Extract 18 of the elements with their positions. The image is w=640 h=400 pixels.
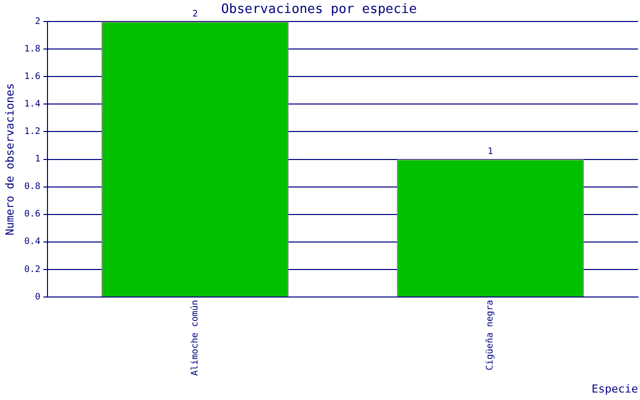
y-tick-label: 0.6 [24,210,40,220]
y-tick-label: 1.8 [24,44,40,54]
y-tick-label: 1.2 [24,127,40,138]
y-tick-label: 1.4 [24,100,40,110]
y-tick-label: 2 [35,16,40,27]
chart-title: Observaciones por especie [221,2,418,18]
y-tick-label: 1 [35,154,40,165]
x-tick-label: Alimoche común [189,300,200,376]
y-tick-label: 0 [35,292,40,302]
data-label: 1 [488,147,494,158]
y-tick-label: 0.4 [24,237,40,248]
x-tick-label: Cigüeña negra [486,300,496,370]
y-axis-title: Numero de observaciones [3,83,16,236]
data-label: 2 [192,9,198,20]
x-axis-title: Especie [592,382,638,396]
y-tick-label: 0.2 [24,264,40,275]
y-tick-label: 1.6 [24,72,40,82]
y-tick-label: 0.8 [24,182,40,192]
